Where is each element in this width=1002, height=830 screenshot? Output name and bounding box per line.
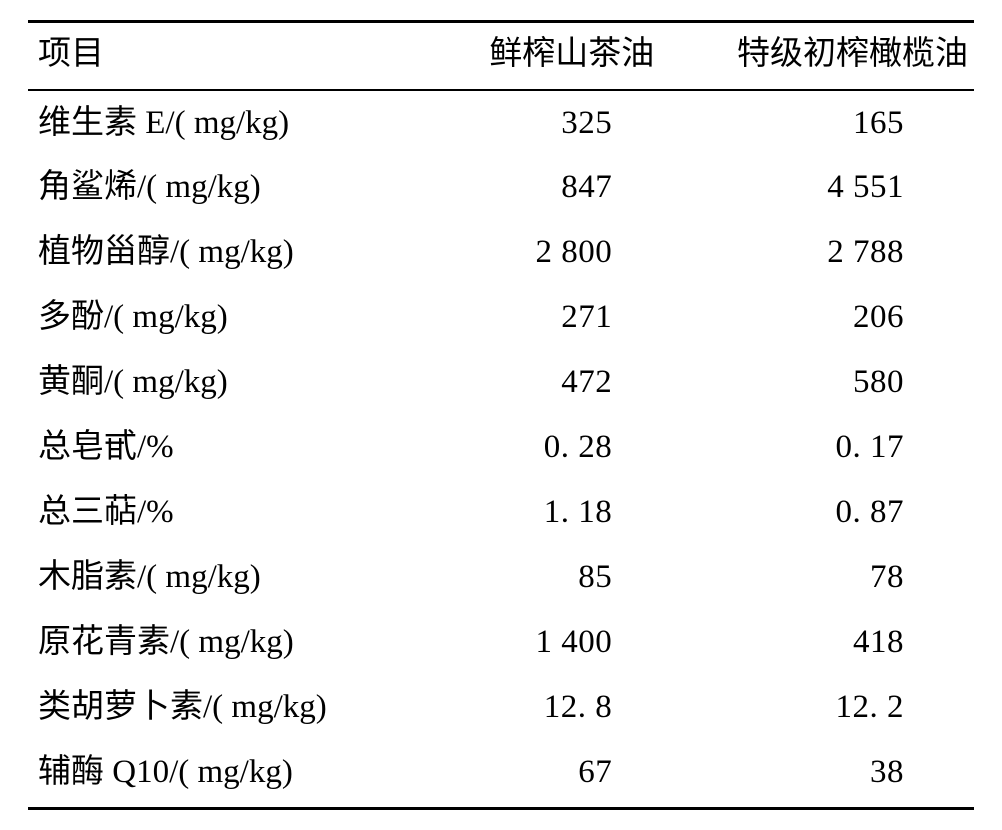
table-row: 黄酮/( mg/kg) 472 580 xyxy=(28,350,974,415)
table-row: 总三萜/% 1. 18 0. 87 xyxy=(28,480,974,545)
cell-value-a: 271 xyxy=(444,285,690,350)
cell-value-b: 4 551 xyxy=(690,155,974,220)
table-row: 植物甾醇/( mg/kg) 2 800 2 788 xyxy=(28,220,974,285)
cell-value-b: 38 xyxy=(690,740,974,809)
cell-value-b: 78 xyxy=(690,545,974,610)
cell-item: 多酚/( mg/kg) xyxy=(28,285,444,350)
cell-value-a: 67 xyxy=(444,740,690,809)
cell-value-a: 85 xyxy=(444,545,690,610)
cell-value-a: 0. 28 xyxy=(444,415,690,480)
cell-item: 总三萜/% xyxy=(28,480,444,545)
column-header-olive-oil: 特级初榨橄榄油 xyxy=(690,22,974,90)
cell-item: 角鲨烯/( mg/kg) xyxy=(28,155,444,220)
table-row: 辅酶 Q10/( mg/kg) 67 38 xyxy=(28,740,974,809)
table-row: 类胡萝卜素/( mg/kg) 12. 8 12. 2 xyxy=(28,675,974,740)
table-body: 维生素 E/( mg/kg) 325 165 角鲨烯/( mg/kg) 847 … xyxy=(28,90,974,809)
cell-item: 原花青素/( mg/kg) xyxy=(28,610,444,675)
cell-value-b: 0. 17 xyxy=(690,415,974,480)
cell-item: 维生素 E/( mg/kg) xyxy=(28,90,444,156)
cell-item: 类胡萝卜素/( mg/kg) xyxy=(28,675,444,740)
cell-value-b: 418 xyxy=(690,610,974,675)
cell-value-a: 2 800 xyxy=(444,220,690,285)
cell-item: 木脂素/( mg/kg) xyxy=(28,545,444,610)
cell-value-a: 847 xyxy=(444,155,690,220)
cell-value-b: 2 788 xyxy=(690,220,974,285)
cell-value-a: 325 xyxy=(444,90,690,156)
cell-value-b: 580 xyxy=(690,350,974,415)
table-row: 维生素 E/( mg/kg) 325 165 xyxy=(28,90,974,156)
cell-item: 植物甾醇/( mg/kg) xyxy=(28,220,444,285)
table-row: 总皂甙/% 0. 28 0. 17 xyxy=(28,415,974,480)
cell-value-b: 165 xyxy=(690,90,974,156)
cell-value-a: 1 400 xyxy=(444,610,690,675)
cell-item: 黄酮/( mg/kg) xyxy=(28,350,444,415)
cell-value-a: 12. 8 xyxy=(444,675,690,740)
table-row: 多酚/( mg/kg) 271 206 xyxy=(28,285,974,350)
cell-value-a: 472 xyxy=(444,350,690,415)
comparison-table-container: 项目 鲜榨山茶油 特级初榨橄榄油 维生素 E/( mg/kg) 325 165 … xyxy=(0,0,1002,830)
cell-value-a: 1. 18 xyxy=(444,480,690,545)
cell-value-b: 0. 87 xyxy=(690,480,974,545)
column-header-item: 项目 xyxy=(28,22,444,90)
table-row: 角鲨烯/( mg/kg) 847 4 551 xyxy=(28,155,974,220)
table-header-row: 项目 鲜榨山茶油 特级初榨橄榄油 xyxy=(28,22,974,90)
comparison-table: 项目 鲜榨山茶油 特级初榨橄榄油 维生素 E/( mg/kg) 325 165 … xyxy=(28,20,974,810)
column-header-camellia-oil: 鲜榨山茶油 xyxy=(444,22,690,90)
cell-value-b: 206 xyxy=(690,285,974,350)
cell-value-b: 12. 2 xyxy=(690,675,974,740)
table-row: 原花青素/( mg/kg) 1 400 418 xyxy=(28,610,974,675)
cell-item: 总皂甙/% xyxy=(28,415,444,480)
table-row: 木脂素/( mg/kg) 85 78 xyxy=(28,545,974,610)
cell-item: 辅酶 Q10/( mg/kg) xyxy=(28,740,444,809)
